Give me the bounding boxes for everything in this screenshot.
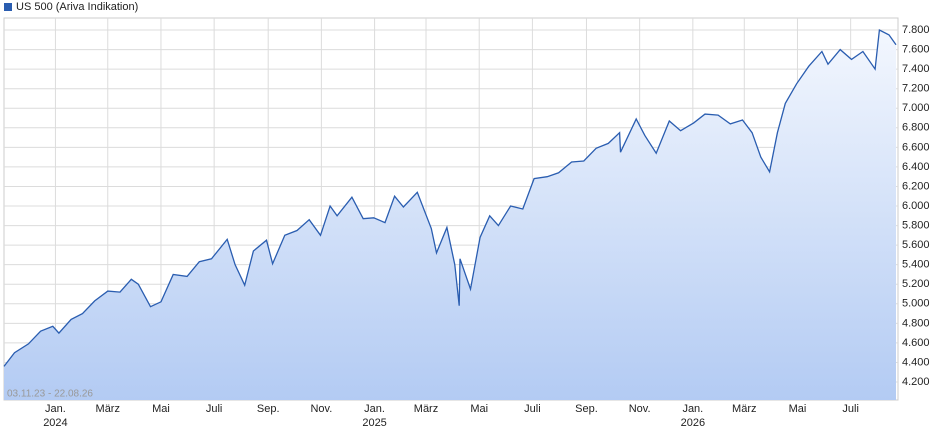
y-tick-label: 7.200: [902, 83, 930, 95]
y-tick-label: 6.800: [902, 122, 930, 134]
y-tick-label: 5.400: [902, 259, 930, 271]
x-tick-label: März: [414, 403, 438, 415]
y-tick-label: 6.600: [902, 141, 930, 153]
line: [3, 28, 897, 367]
x-tick-label: Mai: [789, 403, 807, 415]
x-tick-label: März: [732, 403, 756, 415]
y-tick-label: 5.600: [902, 239, 930, 251]
x-tick-label: Sep.: [257, 403, 280, 415]
y-tick-label: 6.400: [902, 161, 930, 173]
y-tick-label: 4.400: [902, 356, 930, 368]
x-tick-label: Mai: [470, 403, 488, 415]
x-tick-label: Nov.: [310, 403, 332, 415]
y-tick-label: 7.400: [902, 63, 930, 75]
x-tick-label: März: [96, 403, 120, 415]
y-tick-label: 7.000: [902, 102, 930, 114]
y-tick-label: 7.600: [902, 43, 930, 55]
x-tick-label: Juli: [524, 403, 541, 415]
x-year-label: 2026: [681, 417, 705, 429]
x-tick-label: Jan.: [45, 403, 66, 415]
x-year-label: 2024: [43, 417, 67, 429]
y-tick-label: 4.800: [902, 317, 930, 329]
x-tick-label: Nov.: [629, 403, 651, 415]
x-tick-label: Sep.: [575, 403, 598, 415]
x-tick-label: Juli: [206, 403, 223, 415]
y-tick-label: 6.200: [902, 180, 930, 192]
x-year-label: 2025: [362, 417, 386, 429]
y-tick-label: 5.000: [902, 298, 930, 310]
legend-swatch: [4, 3, 12, 11]
x-tick-label: Mai: [152, 403, 170, 415]
x-tick-label: Jan.: [364, 403, 385, 415]
legend-label: US 500 (Ariva Indikation): [16, 1, 138, 13]
area-fill: [4, 30, 896, 400]
y-tick-label: 5.800: [902, 219, 930, 231]
x-tick-label: Jan.: [682, 403, 703, 415]
y-tick-label: 6.000: [902, 200, 930, 212]
y-tick-label: 4.600: [902, 337, 930, 349]
y-tick-label: 7.800: [902, 24, 930, 36]
y-tick-label: 4.200: [902, 376, 930, 388]
date-range: 03.11.23 - 22.08.26: [7, 389, 93, 400]
x-tick-label: Juli: [842, 403, 859, 415]
y-tick-label: 5.200: [902, 278, 930, 290]
